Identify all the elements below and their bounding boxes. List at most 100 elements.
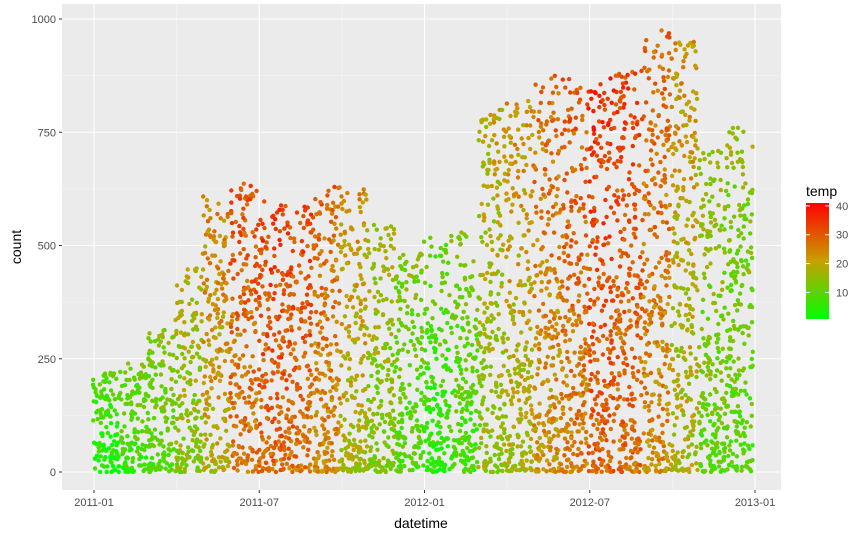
data-point xyxy=(716,417,721,423)
data-point xyxy=(318,330,323,335)
data-point xyxy=(417,428,422,434)
data-point xyxy=(543,325,548,330)
data-point xyxy=(449,428,454,434)
data-point xyxy=(500,414,505,419)
data-point xyxy=(646,408,652,413)
data-point xyxy=(229,330,234,335)
data-point xyxy=(646,76,651,81)
data-point xyxy=(224,281,229,286)
data-point xyxy=(298,270,303,275)
data-point xyxy=(637,132,642,138)
data-point xyxy=(379,468,385,473)
data-point xyxy=(123,370,128,375)
data-point xyxy=(182,346,188,351)
data-point xyxy=(515,175,521,180)
data-point xyxy=(287,373,292,378)
data-point xyxy=(336,377,341,383)
data-point xyxy=(622,237,627,242)
data-point xyxy=(615,381,620,387)
data-point xyxy=(681,350,687,355)
data-point xyxy=(239,374,245,379)
data-point xyxy=(362,252,367,257)
data-point xyxy=(184,463,189,468)
data-point xyxy=(595,380,600,386)
data-point xyxy=(363,438,368,443)
data-point xyxy=(691,427,696,433)
data-point xyxy=(174,355,179,361)
data-point xyxy=(202,442,207,447)
data-point xyxy=(631,184,637,190)
data-point xyxy=(649,177,655,183)
data-point xyxy=(438,424,443,430)
data-point xyxy=(225,341,230,346)
data-point xyxy=(743,181,748,186)
data-point xyxy=(288,351,293,357)
data-point xyxy=(191,459,196,464)
data-point xyxy=(143,455,149,460)
data-point xyxy=(243,313,248,319)
data-point xyxy=(412,409,418,414)
data-point xyxy=(422,311,427,316)
data-point xyxy=(326,436,331,441)
data-point xyxy=(504,254,509,260)
data-point xyxy=(283,203,288,209)
data-point xyxy=(679,81,684,86)
data-point xyxy=(241,262,246,267)
data-point xyxy=(571,231,576,236)
data-point xyxy=(345,352,351,358)
data-point xyxy=(357,461,362,467)
data-point xyxy=(580,113,585,119)
data-point xyxy=(617,312,622,317)
data-point xyxy=(189,344,194,349)
data-point xyxy=(662,310,668,316)
data-point xyxy=(351,424,356,430)
data-point xyxy=(230,234,235,239)
data-point xyxy=(553,327,558,333)
data-point xyxy=(334,342,339,347)
data-point xyxy=(495,469,500,475)
data-point xyxy=(538,456,543,461)
data-point xyxy=(204,397,209,403)
data-point xyxy=(400,381,405,387)
data-point xyxy=(666,50,672,56)
data-point xyxy=(529,359,534,365)
data-point xyxy=(257,461,262,466)
data-point xyxy=(563,85,568,90)
data-point xyxy=(217,233,223,239)
data-point xyxy=(469,342,475,348)
data-point xyxy=(564,464,570,470)
data-point xyxy=(538,270,543,275)
data-point xyxy=(237,385,242,390)
data-point xyxy=(697,158,703,163)
data-point xyxy=(391,231,397,236)
data-point xyxy=(686,296,692,301)
data-point xyxy=(151,443,157,449)
data-point xyxy=(280,207,285,212)
data-point xyxy=(333,383,338,389)
data-point xyxy=(671,151,676,157)
data-point xyxy=(675,450,680,455)
data-point xyxy=(397,255,402,261)
data-point xyxy=(364,444,370,449)
data-point xyxy=(202,412,207,417)
data-point xyxy=(158,431,164,436)
data-point xyxy=(660,323,665,328)
data-point xyxy=(230,296,235,301)
data-point xyxy=(637,469,642,475)
data-point xyxy=(208,374,213,380)
data-point xyxy=(261,331,266,337)
data-point xyxy=(504,448,509,454)
data-point xyxy=(521,385,527,390)
data-point xyxy=(231,439,236,444)
data-point xyxy=(234,414,239,419)
data-point xyxy=(532,385,537,390)
data-point xyxy=(563,339,568,344)
data-point xyxy=(477,410,482,415)
data-point xyxy=(103,374,108,379)
data-point xyxy=(585,252,590,257)
data-point xyxy=(583,411,588,416)
data-point xyxy=(244,344,249,349)
data-point xyxy=(722,411,728,416)
data-point xyxy=(336,420,341,425)
data-point xyxy=(294,431,299,436)
